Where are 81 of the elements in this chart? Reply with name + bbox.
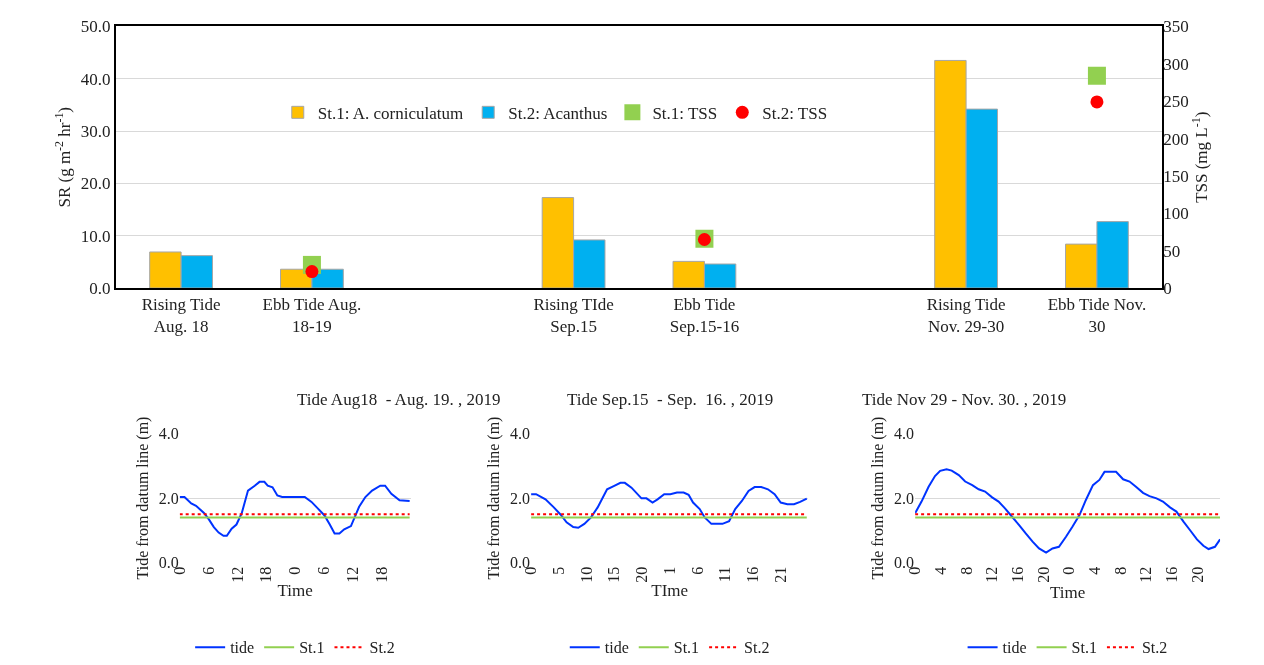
line-series [179,480,411,537]
x-axis-title: TIme [651,581,689,601]
x-tick-label: Ebb Tide Nov. 30 [1047,295,1147,337]
y-tick-label: 50.0 [80,17,111,37]
x-tick-label: 20 [1188,566,1206,583]
x-tick-label: 6 [315,566,333,575]
point [1090,95,1104,109]
legend-label: St.2 [369,639,395,657]
x-axis-title: Time [1049,582,1086,602]
y2-tick-label: 0 [1163,279,1172,299]
chart-title: Tide Nov 29 - Nov. 30. , 2019 [862,390,1067,409]
x-tick-label: 4 [1086,566,1104,575]
y-tick-label: 2.0 [158,489,179,507]
x-tick-label: 8 [1111,566,1129,575]
x-tick-label: 12 [983,566,1001,583]
x-axis-title: Time [277,581,313,601]
x-tick-label: Rising Tide Aug. 18 [141,295,221,337]
legend-label: St.2 [1141,639,1168,657]
y-tick-label: 2.0 [894,489,915,507]
y2-tick-label: 200 [1163,129,1189,149]
y-tick-label: 10.0 [80,226,111,246]
x-tick-label: 16 [1009,566,1027,583]
x-tick-label: 8 [957,566,975,575]
x-tick-label: 11 [716,566,734,583]
y-tick-label: 30.0 [80,122,111,142]
legend-label: tide [1002,639,1027,657]
x-tick-label: Ebb Tide Aug. 18-19 [262,295,362,337]
y2-tick-label: 100 [1163,204,1189,224]
x-tick-label: Ebb Tide Sep.15-16 [669,295,740,337]
y-tick-label: 4.0 [894,425,915,443]
y-axis-title: Tide from datum line (m) [484,416,503,580]
x-tick-label: 16 [1163,566,1181,583]
x-tick-label: 1 [660,566,678,575]
y2-tick-label: 300 [1163,54,1189,74]
y-tick-label: 0.0 [89,279,111,299]
chart-title: Tide Aug18 - Aug. 19. , 2019 [297,390,501,409]
x-tick-label: 16 [744,566,762,583]
y-axis-title: Tide from datum line (m) [869,416,888,580]
legend-label: St.1 [673,639,700,657]
y2-tick-label: 250 [1163,92,1189,112]
x-tick-label: 6 [688,566,706,575]
y2-tick-label: 150 [1163,166,1189,186]
y-tick-label: 2.0 [510,489,531,507]
x-tick-label: 10 [577,566,595,583]
line-series [531,481,808,529]
x-tick-label: 0 [1060,566,1078,575]
x-tick-label: 15 [605,566,623,583]
legend-label: St.1: TSS [652,103,718,123]
legend-label: tide [604,639,629,657]
legend-label: St.1 [1071,639,1097,657]
legend-label: St.1: A. corniculatum [317,103,464,123]
y-axis-title: Tide from datum line (m) [133,416,152,580]
x-tick-label: 12 [344,566,362,583]
x-tick-label: 20 [1034,566,1052,583]
x-tick-label: 0 [286,566,304,575]
x-tick-label: 4 [931,566,949,575]
point [305,265,319,279]
x-tick-label: 20 [633,566,651,583]
x-tick-label: 21 [771,566,789,583]
legend-label: St.2: Acanthus [508,103,608,123]
y-tick-label: 20.0 [80,174,111,194]
x-tick-label: Rising TIde Sep.15 [533,295,614,337]
legend-label: tide [230,639,255,657]
x-tick-label: 18 [372,566,390,583]
y-tick-label: 4.0 [158,425,179,443]
legend-label: St.1 [299,639,325,657]
y2-tick-label: 50 [1163,241,1181,261]
chart-title: Tide Sep.15 - Sep. 16. , 2019 [567,390,774,409]
line-series [915,468,1221,554]
y2-tick-label: 350 [1163,17,1189,37]
y-tick-label: 4.0 [510,425,531,443]
legend-label: St.2: TSS [762,103,828,123]
x-tick-label: 5 [550,566,568,575]
x-tick-label: 18 [257,566,275,583]
x-tick-label: Rising Tide Nov. 29-30 [926,295,1006,337]
point [1087,66,1106,85]
legend-label: St.2 [744,639,770,657]
y-tick-label: 40.0 [80,69,111,89]
x-tick-label: 12 [1137,566,1155,583]
x-tick-label: 12 [228,566,246,583]
x-tick-label: 6 [199,566,217,575]
